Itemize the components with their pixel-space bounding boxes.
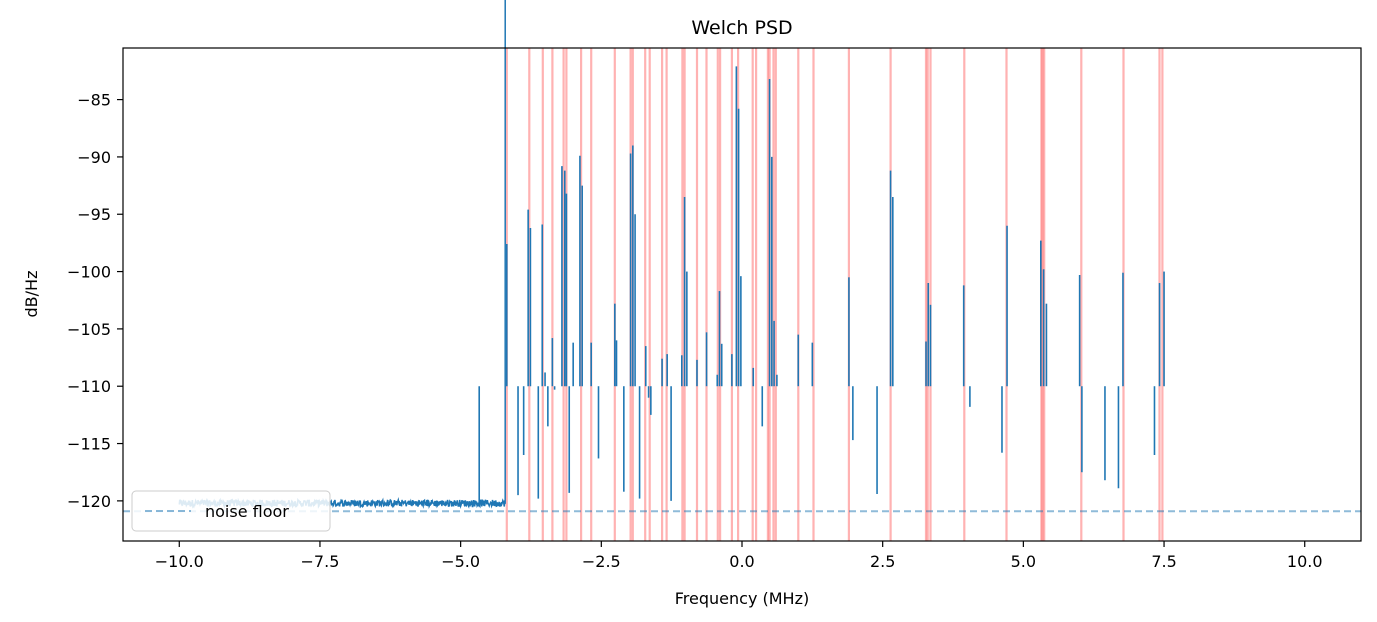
x-tick-label: 10.0 bbox=[1287, 552, 1323, 571]
y-tick-label: −105 bbox=[67, 320, 111, 339]
x-tick-label: −7.5 bbox=[301, 552, 340, 571]
x-tick-label: −5.0 bbox=[441, 552, 480, 571]
y-tick-label: −100 bbox=[67, 263, 111, 282]
chart-title: Welch PSD bbox=[691, 17, 792, 39]
y-axis: −85 −90 −95 −100 −105 −110 −115 −120 bbox=[67, 91, 123, 511]
x-tick-label: 7.5 bbox=[1151, 552, 1176, 571]
x-tick-label: −10.0 bbox=[155, 552, 204, 571]
y-tick-label: −110 bbox=[67, 377, 111, 396]
y-tick-label: −85 bbox=[77, 91, 111, 110]
x-tick-label: −2.5 bbox=[582, 552, 621, 571]
y-tick-label: −90 bbox=[77, 148, 111, 167]
y-tick-label: −115 bbox=[67, 435, 111, 454]
y-tick-label: −95 bbox=[77, 205, 111, 224]
x-tick-label: 0.0 bbox=[729, 552, 754, 571]
x-axis: −10.0 −7.5 −5.0 −2.5 0.0 2.5 5.0 7.5 10.0 bbox=[155, 541, 1323, 571]
legend-box bbox=[131, 490, 331, 532]
y-tick-label: −120 bbox=[67, 492, 111, 511]
y-axis-label: dB/Hz bbox=[22, 271, 41, 318]
legend-label-noise-floor: noise floor bbox=[205, 502, 289, 521]
x-tick-label: 2.5 bbox=[870, 552, 895, 571]
plot-area bbox=[178, 0, 1165, 509]
psd-line bbox=[178, 0, 506, 509]
x-axis-label: Frequency (MHz) bbox=[675, 589, 809, 608]
legend: noise floor bbox=[131, 490, 331, 532]
x-tick-label: 5.0 bbox=[1011, 552, 1036, 571]
